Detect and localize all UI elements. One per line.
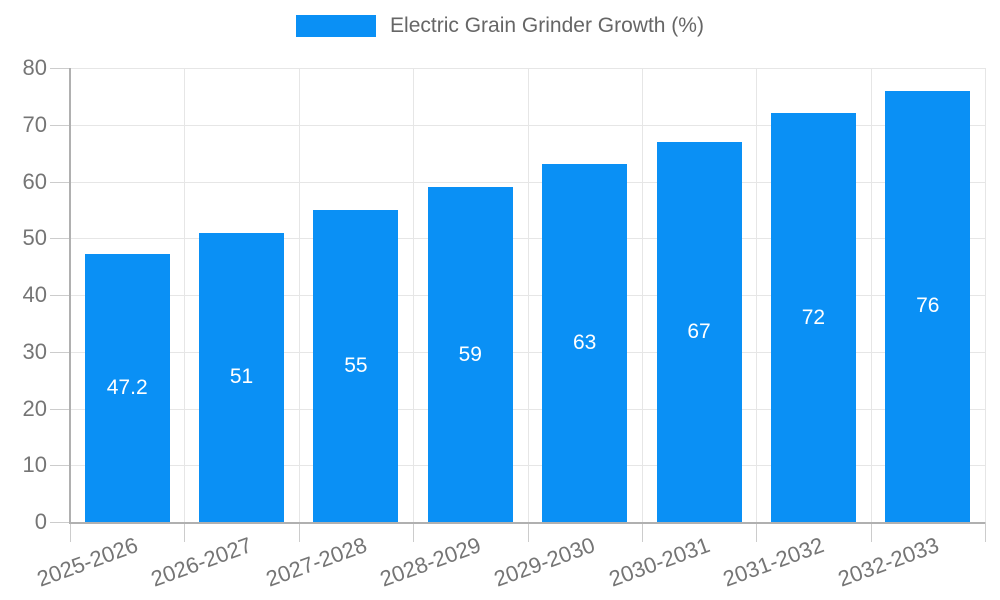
y-axis-tick <box>50 295 70 296</box>
x-axis-tick <box>298 522 300 542</box>
bar[interactable] <box>199 232 285 522</box>
bar[interactable] <box>770 113 856 522</box>
x-axis-tick <box>870 522 872 542</box>
bar-value-label: 72 <box>801 305 826 329</box>
bar[interactable] <box>427 187 513 522</box>
y-axis-tick-label: 20 <box>22 395 47 421</box>
x-axis-line <box>69 522 985 524</box>
x-axis-tick-label: 2025-2026 <box>33 532 142 592</box>
legend-item[interactable]: Electric Grain Grinder Growth (%) <box>296 14 704 38</box>
gridline-vertical <box>184 68 186 522</box>
y-axis-tick-label: 10 <box>22 452 47 478</box>
x-axis-tick-label: 2029-2030 <box>491 532 599 592</box>
y-axis-tick-label: 70 <box>22 111 47 137</box>
x-axis-tick <box>985 522 986 542</box>
y-axis-line <box>69 68 71 522</box>
bar-value-label: 76 <box>916 294 940 318</box>
y-axis-tick <box>50 408 70 410</box>
gridline-vertical <box>870 68 872 522</box>
gridline-vertical <box>298 68 300 522</box>
bar-value-label: 63 <box>573 331 597 355</box>
y-axis-tick <box>50 238 70 240</box>
x-axis-tick <box>70 522 71 542</box>
y-axis-tick-label: 40 <box>22 282 47 307</box>
x-axis-tick <box>413 522 415 542</box>
bar[interactable] <box>885 90 971 522</box>
bar-value-label: 55 <box>344 353 368 377</box>
x-axis-tick-label: 2028-2029 <box>376 532 485 592</box>
bar[interactable] <box>84 254 170 522</box>
legend: Electric Grain Grinder Growth (%) <box>0 14 1000 38</box>
x-axis-tick-label: 2031-2032 <box>719 532 828 592</box>
gridline-vertical <box>641 68 643 522</box>
y-axis-tick-label: 60 <box>22 168 47 194</box>
bar-value-label: 59 <box>458 342 482 366</box>
bar[interactable] <box>656 141 742 522</box>
x-axis-tick <box>641 522 643 542</box>
legend-label: Electric Grain Grinder Growth (%) <box>390 14 704 37</box>
bar-value-label: 67 <box>687 319 711 343</box>
bar[interactable] <box>542 164 628 522</box>
x-axis-tick-label: 2030-2031 <box>605 532 713 592</box>
x-axis-tick-label: 2027-2028 <box>262 532 370 592</box>
bar-value-label: 51 <box>229 365 254 389</box>
y-axis-tick-label: 50 <box>22 225 47 251</box>
gridline-vertical <box>413 68 415 522</box>
x-axis-tick-label: 2026-2027 <box>148 532 256 592</box>
y-axis-tick <box>50 351 70 353</box>
y-axis-tick <box>50 465 70 467</box>
legend-swatch <box>296 15 377 37</box>
y-axis-tick-label: 30 <box>22 338 47 364</box>
y-axis-tick-label: 80 <box>22 55 47 80</box>
y-axis-tick <box>50 181 70 183</box>
x-axis-tick <box>184 522 186 542</box>
bar-value-label: 47.2 <box>106 376 148 400</box>
bar[interactable] <box>313 209 399 522</box>
x-axis-tick-label: 2032-2033 <box>834 532 942 592</box>
x-axis-tick <box>527 522 529 542</box>
y-axis-tick-label: 0 <box>34 509 47 534</box>
y-axis-tick <box>50 124 70 126</box>
gridline-vertical <box>527 68 529 522</box>
x-axis-tick <box>756 522 758 542</box>
y-axis-tick <box>50 68 70 69</box>
gridline-vertical <box>756 68 758 522</box>
y-axis-tick <box>50 522 70 523</box>
gridline-vertical <box>985 68 986 522</box>
